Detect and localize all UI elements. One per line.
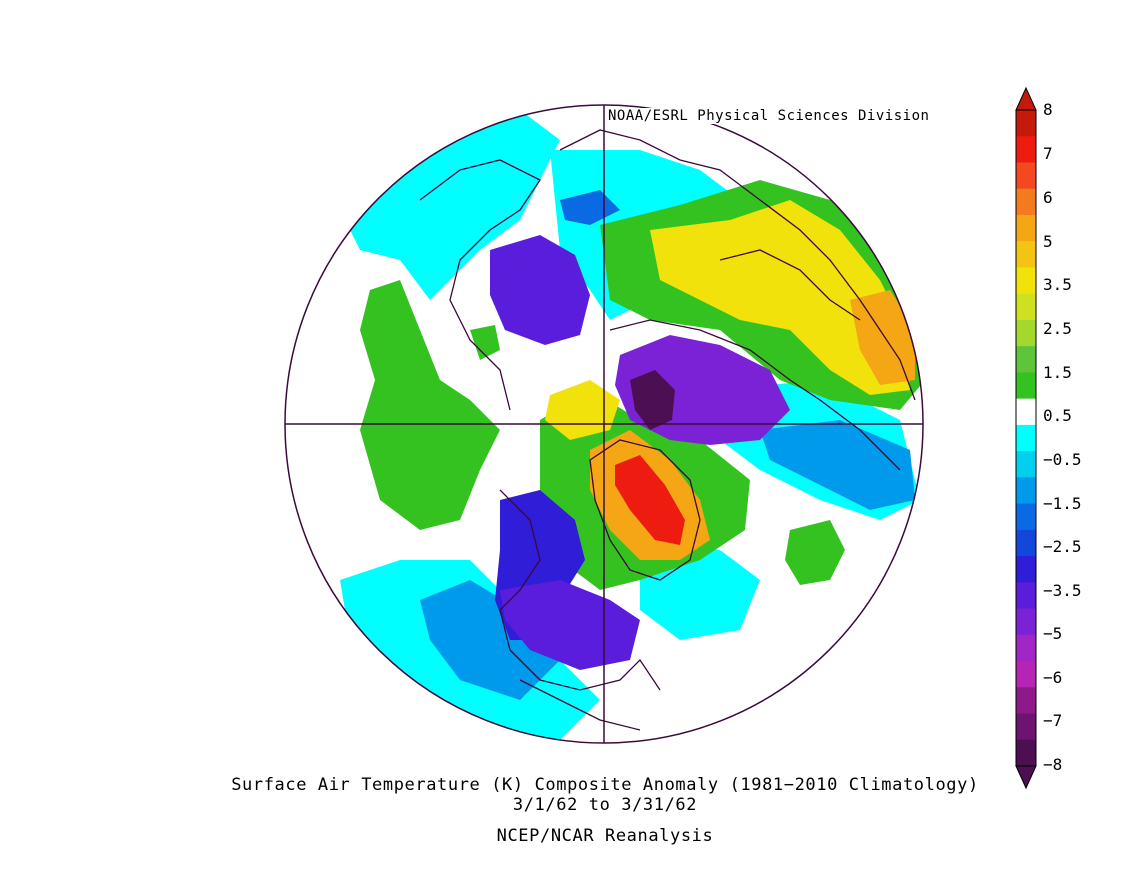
colorbar-swatch — [1016, 477, 1036, 505]
warm-region-small — [470, 325, 500, 360]
colorbar-swatch — [1016, 188, 1036, 216]
colorbar-min-arrow — [1015, 765, 1037, 790]
colorbar-swatch — [1016, 739, 1036, 767]
cold-region-us — [500, 580, 640, 670]
warm-region-europe — [650, 200, 910, 395]
colorbar-swatch — [1016, 398, 1036, 426]
colorbar-swatch — [1016, 608, 1036, 636]
anomaly-field — [285, 105, 923, 743]
colorbar-label: −1.5 — [1043, 494, 1082, 513]
colorbar-label: −3.5 — [1043, 581, 1082, 600]
map-date-range: 3/1/62 to 3/31/62 — [512, 795, 698, 815]
blue-region-north — [560, 190, 620, 225]
colorbar-swatch — [1016, 267, 1036, 295]
colorbar-label: 5 — [1043, 232, 1053, 251]
map-credit: NOAA/ESRL Physical Sciences Division — [606, 108, 932, 124]
colorbar-label: −2.5 — [1043, 537, 1082, 556]
colorbar-label: 7 — [1043, 144, 1053, 163]
coastlines — [419, 129, 916, 731]
colorbar-swatch — [1016, 214, 1036, 242]
colorbar-swatch — [1016, 293, 1036, 321]
colorbar-label: 1.5 — [1043, 363, 1072, 382]
colorbar-swatch — [1016, 110, 1036, 137]
blue-region-east — [760, 420, 915, 510]
colorbar-swatch — [1016, 241, 1036, 268]
colorbar-swatch — [1016, 713, 1036, 741]
colorbar-label: 6 — [1043, 188, 1053, 207]
colorbar-swatch — [1016, 687, 1036, 715]
colorbar-swatch — [1016, 346, 1036, 373]
warm-region-europe-core — [850, 290, 915, 385]
colorbar-swatch — [1016, 451, 1036, 478]
map-source: NCEP/NCAR Reanalysis — [496, 826, 714, 846]
colorbar — [1015, 86, 1037, 790]
cool-region-northwest — [330, 110, 560, 300]
colorbar-label: −6 — [1043, 668, 1063, 687]
colorbar-swatch — [1016, 582, 1036, 610]
colorbar-swatch — [1016, 162, 1036, 190]
colorbar-swatch — [1016, 556, 1036, 583]
colorbar-label: −0.5 — [1043, 450, 1082, 469]
warm-region-pacific — [360, 280, 500, 530]
colorbar-swatch — [1016, 424, 1036, 452]
colorbar-swatch — [1016, 634, 1036, 662]
map-title: Surface Air Temperature (K) Composite An… — [231, 775, 979, 795]
colorbar-swatch — [1016, 503, 1036, 531]
warm-region-arctic-yellow — [545, 380, 620, 440]
cold-region-siberia-core — [630, 370, 675, 430]
warm-region-greenland-core — [615, 455, 685, 545]
colorbar-label: −8 — [1043, 755, 1063, 774]
colorbar-swatch — [1016, 136, 1036, 163]
colorbar-swatch — [1016, 319, 1036, 347]
colorbar-swatch — [1016, 529, 1036, 557]
colorbar-label: 0.5 — [1043, 406, 1072, 425]
cold-region-northwest — [490, 235, 590, 345]
colorbar-label: −5 — [1043, 624, 1063, 643]
colorbar-label: 3.5 — [1043, 275, 1072, 294]
colorbar-label: 2.5 — [1043, 319, 1072, 338]
colorbar-label: −7 — [1043, 711, 1063, 730]
colorbar-label: 8 — [1043, 100, 1053, 119]
colorbar-max-arrow — [1015, 86, 1037, 111]
warm-region-atlantic-patch — [785, 520, 845, 585]
blue-region-south — [420, 580, 560, 700]
colorbar-swatch — [1016, 372, 1036, 400]
colorbar-swatch — [1016, 661, 1036, 688]
